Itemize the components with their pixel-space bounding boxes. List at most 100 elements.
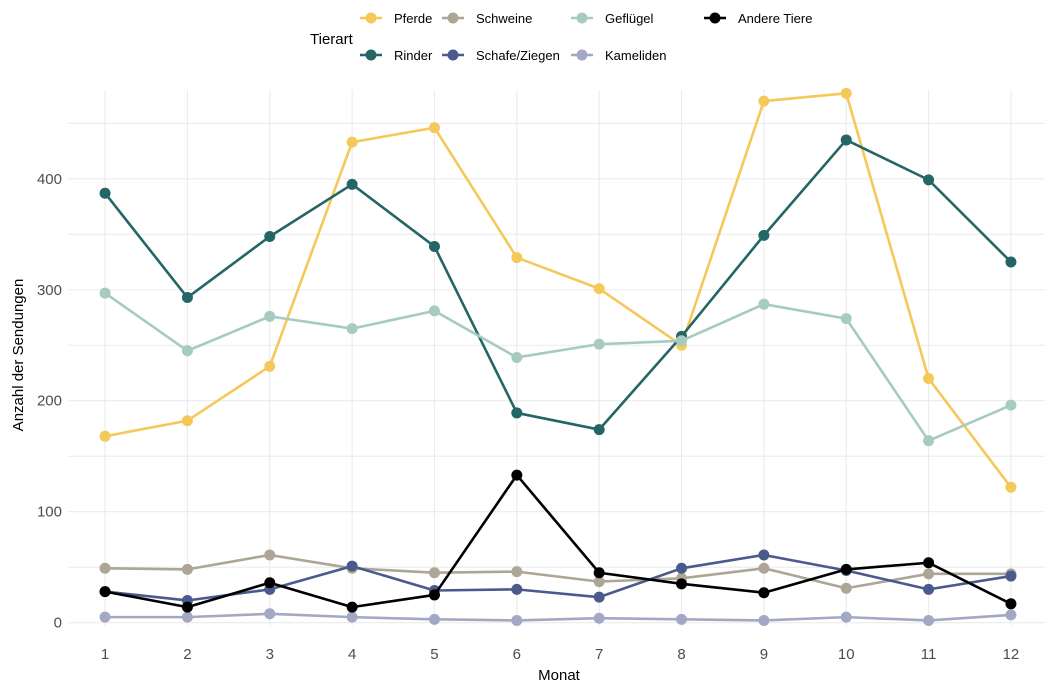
data-point [840,611,852,623]
legend-item: Andere Tiere [704,11,812,26]
x-axis-title: Monat [538,667,581,684]
series-line [105,612,1012,622]
data-point [264,310,276,322]
series-line [104,138,1012,431]
series-line [104,473,1012,609]
legend-marker [365,49,377,61]
data-point [1005,399,1017,411]
data-point [840,134,852,146]
data-point [99,586,111,598]
y-tick-label: 0 [54,615,62,632]
data-point [840,313,852,325]
data-point [99,611,111,623]
series-rinder [99,134,1017,436]
data-point [758,229,770,241]
data-point [264,230,276,242]
data-point [511,351,523,363]
y-axis-title: Anzahl der Sendungen [10,279,27,432]
data-point [428,613,440,625]
data-point [264,577,276,589]
data-point [593,576,605,588]
series-andere-tiere [99,469,1017,613]
data-point [511,252,523,264]
x-tick-label: 6 [513,646,521,663]
data-point [593,591,605,603]
data-point [264,549,276,561]
data-point [346,601,358,613]
data-point [593,567,605,579]
data-point [593,283,605,295]
series-line [104,92,1012,489]
series-kameliden [99,608,1017,626]
x-tick-label: 3 [266,646,274,663]
data-point [676,335,688,347]
data-point [923,435,935,447]
data-point [923,373,935,385]
series-line [105,553,1011,590]
legend-marker [576,12,588,24]
data-point [923,583,935,595]
legend-label: Schweine [476,11,532,26]
legend-marker [709,12,721,24]
data-point [99,187,111,199]
data-point [676,562,688,574]
data-point [923,568,935,580]
series-schweine [99,549,1017,594]
data-point [840,87,852,99]
x-tick-label: 2 [183,646,191,663]
data-point [593,338,605,350]
y-tick-label: 400 [37,171,62,188]
data-point [511,407,523,419]
y-tick-label: 100 [37,504,62,521]
legend-marker [576,49,588,61]
legend-title: Tierart [310,31,354,48]
legend: Tierart Pferde Schweine Geflügel Andere Tie… [310,11,812,63]
x-tick-label: 5 [430,646,438,663]
data-point [181,345,193,357]
data-point [923,557,935,569]
legend-item: Rinder [360,48,433,63]
data-point [758,95,770,107]
legend-item: Pferde [360,11,432,26]
data-point [758,549,770,561]
legend-marker [447,49,459,61]
data-point [346,178,358,190]
data-point [181,415,193,427]
data-point [511,566,523,578]
data-point [840,563,852,575]
data-point [264,608,276,620]
data-point [676,578,688,590]
legend-label: Schafe/Ziegen [476,48,560,63]
x-tick-label: 9 [760,646,768,663]
data-point [99,287,111,299]
legend-marker [447,12,459,24]
legend-item: Geflügel [571,11,654,26]
data-point [428,122,440,134]
data-point [758,614,770,626]
data-point [181,601,193,613]
x-tick-label: 8 [677,646,685,663]
x-tick-label: 7 [595,646,603,663]
data-point [428,567,440,579]
data-point [346,560,358,572]
x-tick-label: 4 [348,646,356,663]
data-point [593,612,605,624]
data-point [428,589,440,601]
legend-item: Schweine [442,11,532,26]
data-point [511,614,523,626]
legend-marker [365,12,377,24]
data-point [428,240,440,252]
series-line [104,292,1012,442]
legend-label: Rinder [394,48,433,63]
data-point [99,430,111,442]
data-point [264,360,276,372]
legend-label: Geflügel [605,11,654,26]
data-point [840,582,852,594]
data-point [346,323,358,335]
data-point [99,562,111,574]
data-point [346,611,358,623]
data-point [346,136,358,148]
data-point [1005,598,1017,610]
